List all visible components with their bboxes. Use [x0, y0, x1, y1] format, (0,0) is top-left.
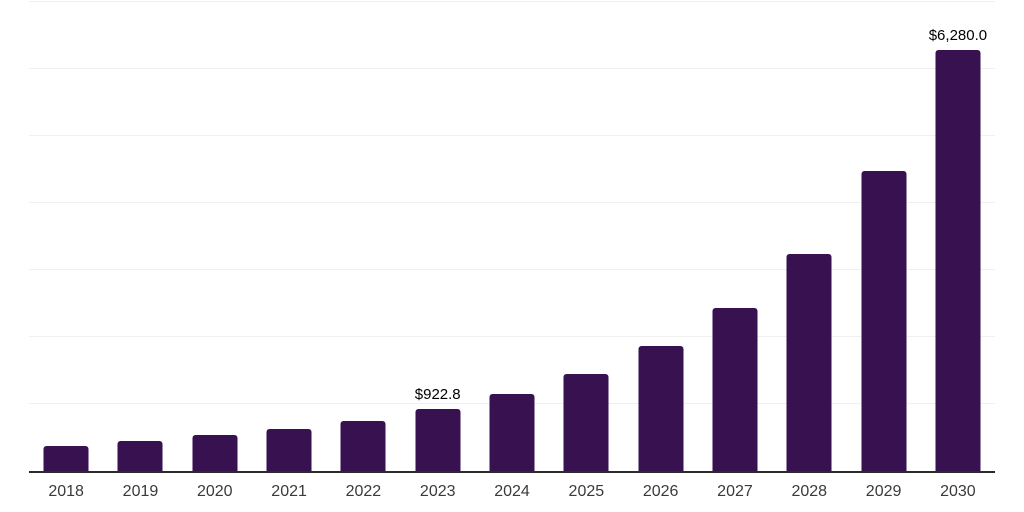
x-axis-label: 2022 — [345, 483, 382, 500]
bar-slot: $6,280.0 — [921, 2, 995, 471]
gridline — [29, 202, 995, 203]
bar-2021 — [266, 429, 312, 471]
data-label: $6,280.0 — [928, 27, 988, 45]
gridline — [29, 269, 995, 270]
x-axis-label: 2020 — [196, 483, 233, 500]
bar-slot — [103, 2, 177, 471]
gridline — [29, 336, 995, 337]
bars: $922.8 $6,280.0 — [29, 2, 995, 471]
gridline — [29, 135, 995, 136]
bar-slot: $922.8 — [401, 2, 475, 471]
x-axis-label: 2029 — [865, 483, 902, 500]
gridline — [29, 1, 995, 2]
bar-slot — [772, 2, 846, 471]
x-axis-label: 2025 — [568, 483, 605, 500]
bar-2026 — [638, 346, 684, 471]
bar-slot — [698, 2, 772, 471]
bar-2023 — [415, 409, 461, 471]
plot-area: $922.8 $6,280.0 — [29, 1, 995, 473]
bar-2030 — [935, 50, 981, 471]
bar-slot — [326, 2, 400, 471]
gridline — [29, 68, 995, 69]
x-axis-label: 2023 — [419, 483, 456, 500]
bar-2028 — [786, 253, 832, 471]
x-axis-label: 2018 — [48, 483, 84, 500]
x-axis-labels: 2018 2019 2020 2021 2022 2023 2024 2025 2026 2027… — [29, 473, 995, 501]
bar-2019 — [117, 441, 163, 471]
x-axis-label: 2026 — [642, 483, 679, 500]
bar-2024 — [489, 394, 535, 471]
bar-slot — [475, 2, 549, 471]
bar-2020 — [192, 435, 238, 471]
x-axis-label: 2028 — [791, 483, 828, 500]
bar-2029 — [861, 170, 907, 471]
bar-slot — [29, 2, 103, 471]
bar-2025 — [563, 373, 609, 471]
bar-slot — [624, 2, 698, 471]
bar-slot — [549, 2, 623, 471]
bar-2027 — [712, 307, 758, 471]
x-axis-label: 2019 — [122, 483, 159, 500]
data-label: $922.8 — [414, 386, 461, 404]
bar-slot — [178, 2, 252, 471]
bar-slot — [846, 2, 920, 471]
x-axis-label: 2024 — [494, 483, 530, 500]
x-axis-label: 2030 — [940, 483, 976, 500]
bar-slot — [252, 2, 326, 471]
bar-2018 — [43, 446, 89, 471]
bar-2022 — [340, 421, 386, 471]
x-axis-label: 2027 — [717, 483, 753, 500]
x-axis-label: 2021 — [271, 483, 307, 500]
